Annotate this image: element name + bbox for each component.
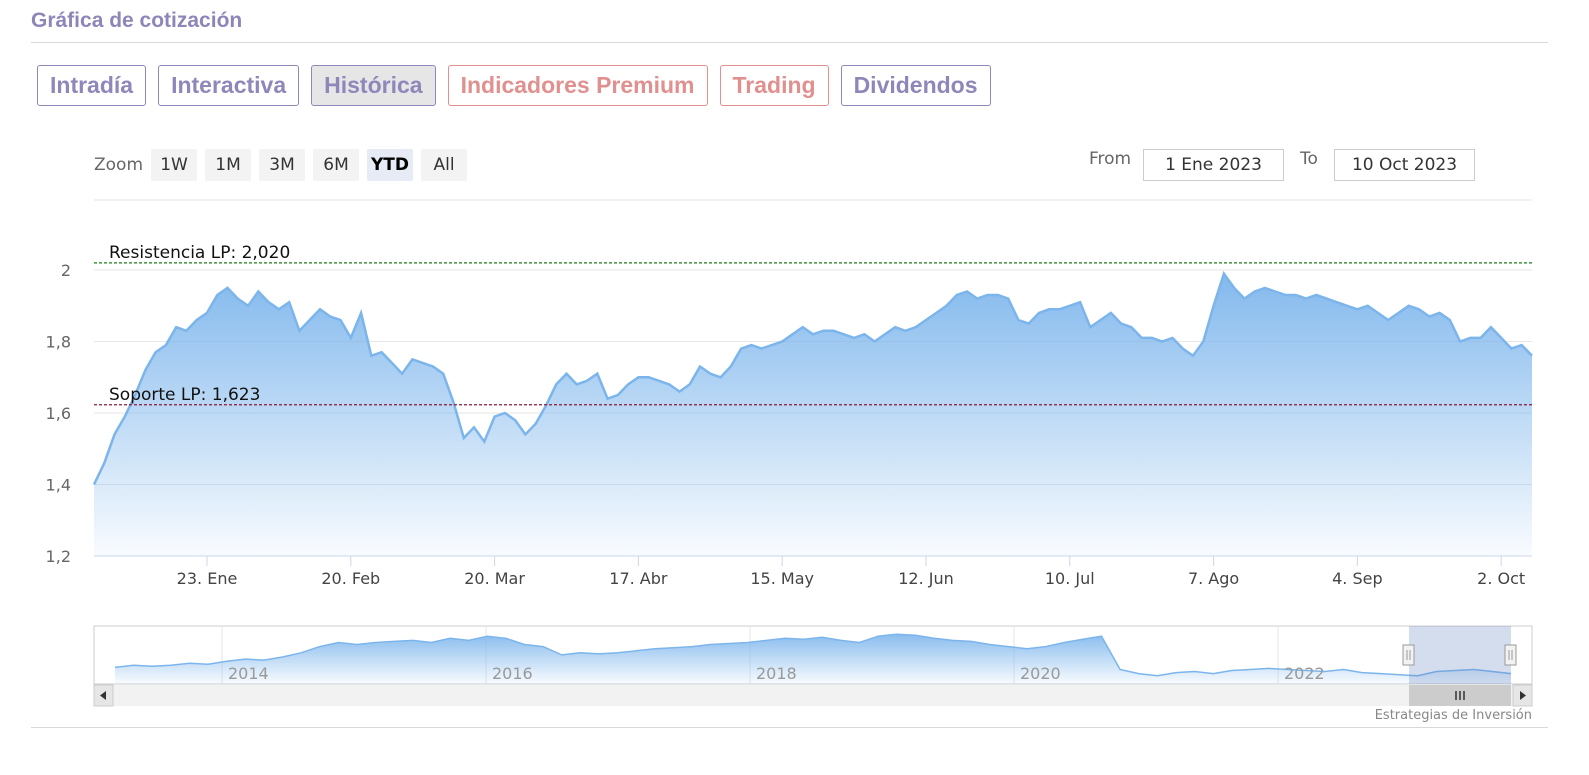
title-divider <box>31 42 1548 43</box>
scrollbar-grip-icon <box>1455 691 1465 700</box>
x-tick-label: 20. Feb <box>321 569 380 588</box>
zoom-group: Zoom 1W 1M 3M 6M YTD All <box>94 149 468 181</box>
navigator-right-handle[interactable] <box>1504 644 1517 666</box>
zoom-all-button[interactable]: All <box>421 149 468 181</box>
x-tick-label: 10. Jul <box>1045 569 1095 588</box>
zoom-ytd-button[interactable]: YTD <box>367 149 414 181</box>
arrow-right-icon <box>1520 691 1526 700</box>
to-date-input[interactable]: 10 Oct 2023 <box>1334 149 1475 181</box>
x-tick-label: 23. Ene <box>177 569 238 588</box>
zoom-1w-button[interactable]: 1W <box>151 149 198 181</box>
y-tick-label: 1,6 <box>46 404 71 423</box>
navigator-year-label: 2022 <box>1284 664 1325 683</box>
tab-intradia[interactable]: Intradía <box>37 65 147 106</box>
zoom-1m-button[interactable]: 1M <box>205 149 252 181</box>
navigator-left-handle[interactable] <box>1402 644 1415 666</box>
zoom-label: Zoom <box>94 155 144 175</box>
price-line <box>92 270 1533 486</box>
from-label: From <box>1089 149 1132 169</box>
tab-historica[interactable]: Histórica <box>311 65 436 106</box>
price-area <box>94 273 1532 556</box>
scrollbar[interactable] <box>93 684 1533 707</box>
credits-link[interactable]: Estrategias de Inversión <box>1374 708 1532 723</box>
x-tick-label: 4. Sep <box>1332 569 1383 588</box>
y-tick-label: 2 <box>61 261 71 280</box>
navigator-mask[interactable] <box>1409 626 1511 684</box>
tab-interactiva[interactable]: Interactiva <box>158 65 300 106</box>
from-date-input[interactable]: 1 Ene 2023 <box>1143 149 1284 181</box>
tab-indicadores-premium[interactable]: Indicadores Premium <box>447 65 708 106</box>
x-tick-label: 20. Mar <box>464 569 525 588</box>
navigator-year-label: 2018 <box>756 664 797 683</box>
y-tick-label: 1,4 <box>46 476 71 495</box>
navigator-area <box>115 634 1511 684</box>
navigator[interactable]: 2014 2016 2018 2020 2022 <box>93 625 1533 685</box>
tab-bar: Intradía Interactiva Histórica Indicador… <box>37 65 991 106</box>
page-title: Gráfica de cotización <box>31 9 243 32</box>
scrollbar-track[interactable] <box>94 685 1532 706</box>
x-tick-label: 17. Abr <box>609 569 668 588</box>
arrow-left-icon <box>100 691 106 700</box>
navigator-year-label: 2016 <box>492 664 533 683</box>
zoom-6m-button[interactable]: 6M <box>313 149 360 181</box>
y-tick-label: 1,2 <box>46 547 71 566</box>
zoom-3m-button[interactable]: 3M <box>259 149 306 181</box>
to-label: To <box>1300 149 1318 169</box>
tab-dividendos[interactable]: Dividendos <box>840 65 991 106</box>
x-tick-label: 2. Oct <box>1477 569 1525 588</box>
plot-line-label-support: Soporte LP: 1,623 <box>109 385 260 405</box>
x-tick-label: 7. Ago <box>1188 569 1239 588</box>
x-tick-label: 12. Jun <box>898 569 954 588</box>
navigator-year-label: 2020 <box>1020 664 1061 683</box>
plot-line-label-resistance: Resistencia LP: 2,020 <box>109 243 290 263</box>
tab-trading[interactable]: Trading <box>719 65 829 106</box>
x-tick-label: 15. May <box>750 569 814 588</box>
navigator-line <box>114 633 1512 677</box>
footer-divider <box>31 727 1548 728</box>
y-tick-label: 1,8 <box>46 333 71 352</box>
navigator-year-label: 2014 <box>228 664 269 683</box>
